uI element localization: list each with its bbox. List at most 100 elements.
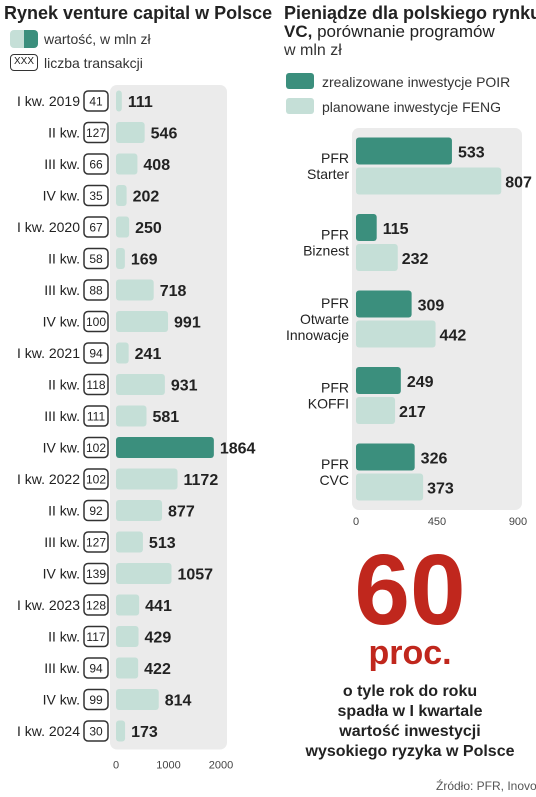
x-tick-label: 900 — [509, 516, 527, 528]
left-chart-title: Rynek venture capital w Polsce — [4, 3, 273, 23]
value-bar — [116, 500, 163, 521]
x-tick-label: 0 — [353, 516, 359, 528]
period-label: III kw. — [44, 408, 80, 424]
stat-line-2: spadła w I kwartale — [337, 703, 483, 720]
period-label: II kw. — [48, 503, 80, 519]
feng-bar — [356, 473, 424, 501]
period-label: I kw. 2024 — [17, 723, 80, 739]
transaction-count-box — [83, 499, 109, 522]
period-label: I kw. 2023 — [17, 597, 80, 613]
value-label: 814 — [165, 693, 192, 710]
right-chart-title-line3: w mln zł — [284, 42, 342, 59]
transaction-count: 102 — [86, 473, 106, 487]
value-bar — [116, 531, 143, 553]
right-chart-title-line1: Pieniądze dla polskiego rynku — [284, 3, 536, 23]
transaction-count-box — [83, 436, 109, 459]
value-label: 441 — [145, 598, 172, 615]
value-label: 991 — [174, 315, 201, 332]
poir-value-label: 309 — [418, 298, 445, 315]
transaction-count: 92 — [89, 504, 103, 518]
period-label: IV kw. — [43, 440, 80, 456]
period-label: IV kw. — [43, 188, 80, 204]
transaction-count: 111 — [87, 410, 106, 424]
value-label: 422 — [144, 661, 171, 678]
program-label: PFR — [321, 380, 349, 396]
value-label: 169 — [131, 252, 158, 269]
value-label: 581 — [153, 409, 180, 426]
transaction-count-box — [83, 720, 109, 742]
value-label: 877 — [168, 504, 195, 521]
transaction-count-box — [83, 468, 109, 490]
transaction-count-box — [83, 531, 109, 553]
period-label: II kw. — [48, 377, 80, 393]
transaction-count-box — [83, 373, 109, 396]
value-bar — [116, 311, 169, 332]
period-label: I kw. 2022 — [17, 471, 80, 487]
source-note: Źródło: PFR, Inovo — [436, 779, 536, 793]
period-label: III kw. — [44, 660, 80, 676]
x-tick-label: 2000 — [209, 760, 233, 772]
period-label: III kw. — [44, 282, 80, 298]
transaction-count: 94 — [89, 347, 103, 361]
legend-value-swatch — [10, 30, 38, 48]
transaction-count-box — [83, 657, 109, 679]
feng-value-label: 217 — [399, 404, 426, 421]
transaction-count-box — [83, 184, 109, 207]
transaction-count: 67 — [89, 221, 103, 235]
transaction-count: 41 — [89, 95, 103, 109]
value-label: 546 — [151, 126, 178, 143]
feng-value-label: 232 — [402, 251, 429, 268]
value-bar — [116, 216, 130, 238]
transaction-count-box — [83, 247, 109, 270]
value-label: 1864 — [220, 441, 256, 458]
value-label: 1057 — [177, 567, 213, 584]
program-label: KOFFI — [308, 396, 349, 412]
legend-count-label: liczba transakcji — [44, 55, 143, 71]
value-label: 718 — [160, 283, 187, 300]
poir-bar — [356, 137, 452, 165]
feng-bar — [356, 244, 398, 271]
feng-bar — [356, 167, 502, 195]
value-bar — [116, 279, 154, 301]
value-bar — [116, 185, 127, 206]
poir-value-label: 326 — [421, 451, 448, 468]
feng-value-label: 442 — [440, 328, 467, 345]
feng-bar — [356, 320, 436, 348]
right-title-bold: VC, — [284, 22, 313, 41]
transaction-count-box — [83, 90, 109, 112]
transaction-count: 99 — [89, 693, 103, 707]
value-label: 1172 — [184, 472, 219, 489]
value-bar — [116, 122, 145, 143]
value-label: 408 — [143, 157, 170, 174]
x-tick-label: 0 — [113, 760, 119, 772]
program-label: Innowacje — [286, 327, 349, 343]
right-chart-title-line2: VC, porównanie programów — [284, 22, 495, 42]
period-label: I kw. 2019 — [17, 93, 80, 109]
transaction-count: 30 — [89, 725, 103, 739]
period-label: I kw. 2020 — [17, 219, 80, 235]
program-label: Biznest — [303, 243, 349, 259]
transaction-count: 127 — [86, 126, 106, 140]
period-label: II kw. — [48, 629, 80, 645]
transaction-count: 94 — [89, 662, 103, 676]
stat-line-4: wysokiego ryzyka w Polsce — [305, 743, 515, 760]
poir-bar — [356, 214, 377, 241]
program-label: PFR — [321, 150, 349, 166]
transaction-count: 118 — [86, 378, 105, 392]
program-label: PFR — [321, 295, 349, 311]
transaction-count-box — [83, 279, 109, 301]
value-label: 173 — [131, 724, 158, 741]
value-bar — [116, 468, 178, 490]
stat-unit: proc. — [368, 634, 452, 672]
period-label: IV kw. — [43, 692, 80, 708]
value-bar — [116, 594, 140, 616]
transaction-count-box — [83, 153, 109, 175]
value-label: 513 — [149, 535, 176, 552]
transaction-count-box — [83, 121, 109, 144]
value-bar — [116, 405, 147, 427]
transaction-count-box — [83, 625, 109, 648]
stat-description: o tyle rok do roku spadła w I kwartale w… — [295, 682, 525, 762]
right-title-rest: porównanie programów — [312, 22, 495, 41]
value-label: 202 — [133, 189, 160, 206]
